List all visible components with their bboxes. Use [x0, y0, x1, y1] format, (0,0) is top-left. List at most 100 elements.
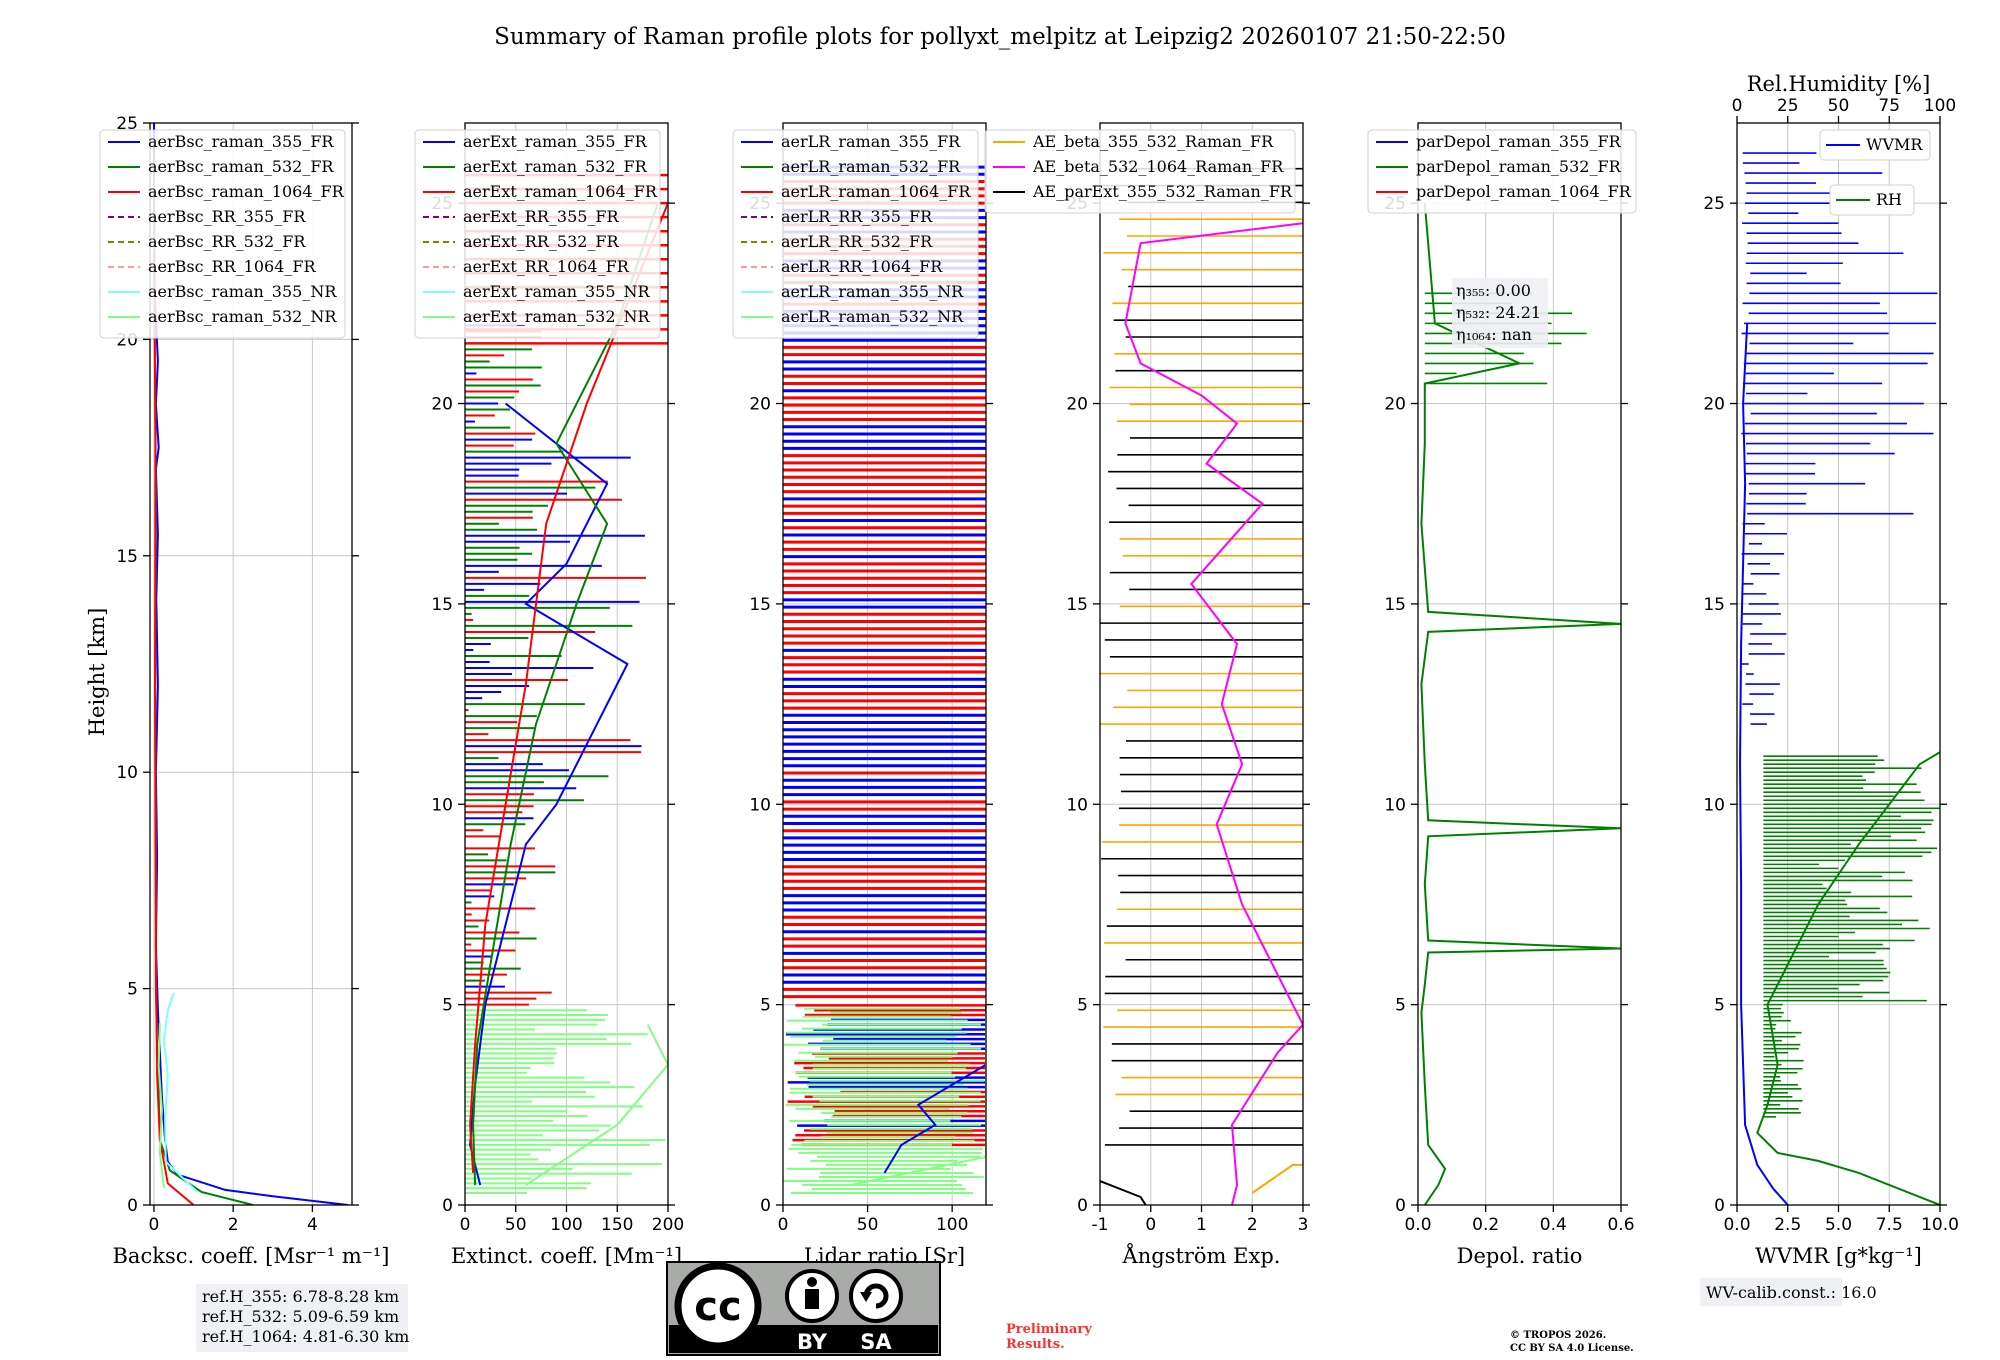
by-label: BY [797, 1330, 828, 1354]
figure-title: Summary of Raman profile plots for polly… [494, 24, 1506, 50]
legend-box-backscatter [99, 129, 346, 339]
legend-label: aerLR_raman_355_FR [781, 132, 961, 151]
series-aerLR_raman_532_NR [850, 1012, 986, 1186]
xtick-label: 200 [652, 1215, 684, 1235]
height-axis-label: Height [km] [85, 608, 109, 737]
xtick-label: 5.0 [1825, 1215, 1852, 1235]
xtick-label: 0.0 [1404, 1215, 1431, 1235]
top-xtick-label: 25 [1777, 96, 1799, 116]
eta-line: η₁₀₆₄: nan [1456, 325, 1532, 344]
series-aerExt_raman_532_NR [525, 1024, 668, 1186]
series-AE_beta_532_1064_Raman_FR [1124, 222, 1303, 1205]
cc-symbol: cc [694, 1284, 741, 1330]
xtick-label: 3 [1298, 1215, 1309, 1235]
xtick-label: 4 [307, 1215, 318, 1235]
legend-label: AE_beta_355_532_Raman_FR [1032, 132, 1274, 151]
top-xtick-label: 0 [1732, 96, 1743, 116]
xaxis-label-extinction: Extinct. coeff. [Mm⁻¹] [451, 1244, 682, 1268]
xaxis-label-angstrom: Ångström Exp. [1122, 1243, 1281, 1268]
series-WVMR [1738, 323, 1789, 1205]
xtick-label: 2.5 [1774, 1215, 1801, 1235]
series-AE_beta_355_532_Raman_FR [1251, 1163, 1303, 1194]
ytick-label: 5 [1077, 996, 1088, 1016]
plot-area-depol [1420, 203, 1621, 1205]
ytick-label: 20 [1384, 395, 1406, 415]
person-body [805, 1289, 819, 1309]
legend-label: aerExt_RR_355_FR [463, 207, 620, 226]
ytick-label: 5 [127, 980, 138, 1000]
wv-calib-text: WV-calib.const.: 16.0 [1706, 1283, 1877, 1302]
xtick-label: 0.2 [1472, 1215, 1499, 1235]
series-aerBsc_raman_1064_FR [153, 252, 195, 1205]
legend-label: aerExt_raman_532_FR [463, 157, 648, 176]
ytick-label: 10 [431, 795, 453, 815]
legend-label: WVMR [1866, 135, 1923, 154]
legend-label: aerExt_raman_355_NR [463, 282, 651, 301]
ytick-label: 20 [431, 395, 453, 415]
ytick-label: 10 [749, 795, 771, 815]
legend-label: aerBsc_RR_532_FR [148, 232, 306, 251]
panel-depol: 0.00.20.40.60510152025Depol. ratioparDep… [1367, 122, 1637, 1268]
ytick-label: 5 [442, 996, 453, 1016]
preliminary-line1: Preliminary [1006, 1322, 1092, 1337]
legend-label: aerBsc_RR_355_FR [148, 207, 306, 226]
legend-label: AE_beta_532_1064_Raman_FR [1032, 157, 1284, 176]
ytick-label: 0 [760, 1196, 771, 1216]
series-parDepol_raman_532_FR [1420, 203, 1621, 1205]
copyright-line1: © TROPOS 2026. [1510, 1330, 1606, 1341]
legend-label: aerBsc_raman_532_FR [148, 157, 334, 176]
legend-label: aerLR_RR_532_FR [781, 232, 933, 251]
ytick-label: 10 [1066, 795, 1088, 815]
ytick-label: 15 [431, 595, 453, 615]
xaxis-label-wvmr: WVMR [g*kg⁻¹] [1755, 1244, 1922, 1268]
top-axis-label: Rel.Humidity [%] [1747, 72, 1931, 96]
panel-wvmr: 0.0 2.5 5.0 7.5 10.0 0 5 10 15 20 25 WVMR [g*kg⁻¹] 0… [1700, 72, 1959, 1306]
legend-label: aerLR_RR_1064_FR [781, 257, 943, 276]
xtick-label: 0 [149, 1215, 160, 1235]
ytick-label: 5 [760, 996, 771, 1016]
xtick-label: 50 [857, 1215, 879, 1235]
xtick-label: 0 [778, 1215, 789, 1235]
series-aerLR_raman_355_FR [883, 1004, 986, 1174]
frame-backscatter [149, 122, 353, 1206]
xtick-label: 10.0 [1921, 1215, 1959, 1235]
xtick-label: 0.6 [1607, 1215, 1634, 1235]
frame-lidar_ratio [782, 122, 987, 1206]
legend-label: parDepol_raman_355_FR [1416, 132, 1622, 151]
ytick-label: 0 [1077, 1196, 1088, 1216]
ytick-label: 15 [1066, 595, 1088, 615]
legend-label: aerExt_raman_532_NR [463, 307, 651, 326]
legend-label: aerBsc_raman_532_NR [148, 307, 337, 326]
panel-angstrom: -101230510152025Ångström Exp.AE_beta_355… [984, 122, 1310, 1268]
top-xtick-label: 100 [1924, 96, 1956, 116]
legend-box-rh [1829, 184, 1915, 216]
cc-license-badge[interactable]: cc BY SA [666, 1261, 941, 1356]
xtick-label: -1 [1092, 1215, 1109, 1235]
ytick-label: 20 [1703, 395, 1725, 415]
legend-label: parDepol_raman_1064_FR [1416, 182, 1632, 201]
ytick-label: 5 [1395, 996, 1406, 1016]
series-aerBsc_raman_355_NR [162, 992, 199, 1193]
ytick-label: 5 [1714, 996, 1725, 1016]
legend-label: RH [1876, 190, 1902, 209]
xtick-label: 0.4 [1540, 1215, 1567, 1235]
eta-line: η₅₃₂: 24.21 [1456, 303, 1541, 322]
share-arrowhead [860, 1292, 872, 1302]
wv-calib-box [1700, 1278, 1842, 1306]
frame-depol [1417, 122, 1622, 1206]
legend-label: aerLR_raman_532_NR [781, 307, 964, 326]
xtick-label: 50 [505, 1215, 527, 1235]
xtick-label: 0.0 [1723, 1215, 1750, 1235]
top-xtick-label: 75 [1878, 96, 1900, 116]
legend-label: aerLR_raman_532_FR [781, 157, 961, 176]
ref-height-box [196, 1284, 408, 1352]
ref-height-line: ref.H_1064: 4.81-6.30 km [202, 1327, 409, 1346]
legend-label: aerBsc_raman_1064_FR [148, 182, 345, 201]
xtick-label: 0 [1145, 1215, 1156, 1235]
sa-label: SA [860, 1330, 892, 1354]
share-arrow [863, 1283, 889, 1309]
ytick-label: 0 [442, 1196, 453, 1216]
plot-area-wvmr [1738, 152, 1940, 1205]
